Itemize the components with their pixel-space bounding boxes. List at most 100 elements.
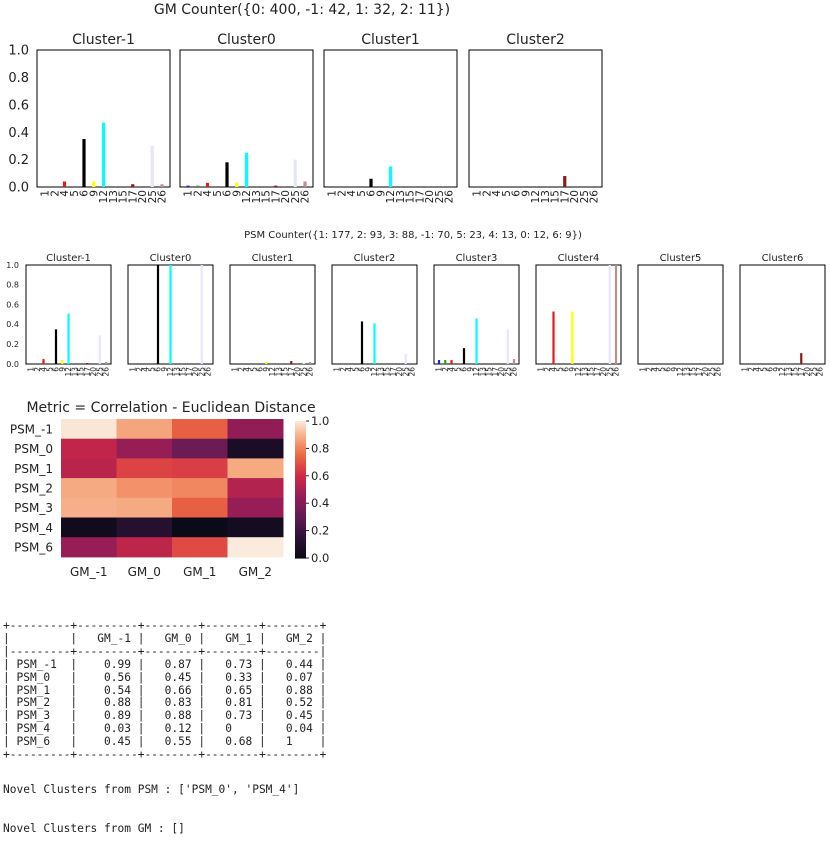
psm-y-tick-label: 1.0: [6, 261, 19, 270]
gm-x-tick-label: 5: [69, 190, 81, 197]
psm-suptitle: PSM Counter({1: 177, 2: 93, 3: 88, -1: 7…: [244, 230, 582, 241]
psm-x-tick-label: 15: [791, 367, 800, 377]
heatmap-cell: [61, 438, 117, 459]
gm-x-tick-label: 9: [520, 190, 532, 197]
gm-x-tick-label: 4: [202, 190, 214, 197]
colorbar-segment: [295, 468, 306, 472]
colorbar-segment: [295, 436, 306, 440]
psm-x-tick-label: 6: [766, 367, 775, 372]
gm-x-tick-label: 6: [79, 190, 91, 197]
psm-bar: [552, 311, 555, 364]
gm-x-tick-label: 5: [356, 190, 368, 197]
colorbar-segment: [295, 455, 306, 459]
gm-x-tick-label: 12: [385, 190, 397, 203]
psm-x-tick-label: 9: [772, 367, 781, 372]
psm-x-tick-label: 5: [759, 367, 768, 372]
psm-x-tick-label: 4: [651, 367, 660, 372]
colorbar-segment: [295, 494, 306, 497]
psm-bar: [61, 360, 64, 364]
psm-panel-title: Cluster2: [354, 253, 396, 264]
psm-panel-7-frame: [739, 264, 826, 365]
psm-x-tick-label: 17: [389, 367, 398, 377]
gm-x-tick-label: 17: [414, 190, 426, 203]
psm-x-tick-label: 25: [95, 367, 104, 377]
colorbar-segment: [295, 482, 306, 486]
psm-x-tick-label: 1: [27, 367, 36, 372]
psm-x-tick-label: 2: [441, 367, 450, 372]
heatmap-cell: [61, 497, 117, 518]
psm-x-tick-label: 5: [453, 367, 462, 372]
psm-x-tick-label: 25: [401, 367, 410, 377]
psm-x-tick-label: 5: [147, 367, 156, 372]
psm-bar: [462, 348, 466, 364]
psm-bar: [104, 362, 108, 364]
psm-x-tick-label: 13: [682, 367, 691, 377]
psm-x-tick-label: 9: [568, 367, 577, 372]
colorbar-segment: [295, 427, 306, 431]
psm-bar: [67, 313, 70, 364]
heatmap-row-label: PSM_6: [14, 541, 53, 555]
psm-x-tick-label: 4: [549, 367, 558, 372]
heatmap-cell: [172, 497, 228, 518]
psm-x-tick-label: 15: [689, 367, 698, 377]
heatmap-cell: [61, 478, 117, 499]
heatmap-cell: [172, 537, 228, 558]
psm-x-tick-label: 13: [376, 367, 385, 377]
gm-x-tick-label: 26: [589, 190, 601, 204]
psm-x-tick-label: 2: [33, 367, 42, 372]
heatmap-row-label: PSM_4: [14, 521, 53, 535]
psm-bar: [450, 360, 453, 364]
psm-x-tick-label: 25: [809, 367, 818, 377]
gm-bar: [244, 152, 249, 187]
psm-bar: [98, 335, 101, 364]
colorbar-segment: [295, 532, 306, 536]
psm-bar: [512, 359, 516, 364]
psm-x-tick-label: 6: [562, 367, 571, 372]
psm-x-tick-label: 1: [741, 367, 750, 372]
heatmap-cell: [172, 478, 228, 499]
psm-bar: [614, 265, 618, 364]
psm-x-tick-label: 26: [714, 367, 723, 377]
heatmap-cell: [61, 537, 117, 558]
psm-panel-6-frame: [637, 264, 724, 365]
gm-x-tick-label: 13: [395, 190, 407, 203]
psm-bar: [608, 265, 611, 364]
psm-bar: [308, 362, 312, 364]
gm-panel-2-frame: [323, 49, 458, 188]
psm-bar: [42, 359, 45, 364]
gm-bar: [82, 139, 86, 187]
psm-bar: [302, 363, 305, 364]
psm-x-tick-label: 26: [612, 367, 621, 377]
psm-x-tick-label: 2: [135, 367, 144, 372]
psm-x-tick-label: 9: [262, 367, 271, 372]
gm-x-tick-label: 26: [300, 190, 312, 204]
psm-x-tick-label: 15: [383, 367, 392, 377]
colorbar-segment: [295, 487, 306, 491]
psm-bar: [156, 265, 160, 364]
gm-x-tick-label: 15: [118, 190, 130, 203]
gm-x-tick-label: 26: [444, 190, 456, 204]
colorbar-segment: [295, 526, 306, 529]
gm-y-tick-label: 0.8: [8, 71, 29, 86]
gm-panel-3-frame: [468, 49, 603, 188]
gm-x-tick-label: 17: [127, 190, 139, 203]
gm-x-tick-label: 12: [241, 190, 253, 203]
gm-y-tick-label: 0.0: [8, 181, 29, 196]
psm-x-tick-label: 2: [645, 367, 654, 372]
gm-x-tick-label: 1: [183, 190, 195, 197]
novel-clusters-output: Novel Clusters from PSM : ['PSM_0', 'PSM…: [3, 758, 299, 848]
psm-x-tick-label: 25: [707, 367, 716, 377]
psm-x-tick-label: 1: [435, 367, 444, 372]
psm-x-tick-label: 6: [358, 367, 367, 372]
colorbar-segment: [295, 535, 306, 539]
heatmap-cell: [61, 419, 117, 440]
psm-x-tick-label: 12: [268, 367, 277, 377]
heatmap-row-label: PSM_3: [14, 501, 53, 515]
colorbar-segment: [295, 432, 306, 436]
psm-panel-title: Cluster6: [762, 253, 804, 264]
colorbar-segment: [295, 464, 306, 468]
psm-x-tick-label: 2: [747, 367, 756, 372]
psm-bar: [265, 362, 268, 364]
gm-x-tick-label: 13: [540, 190, 552, 203]
psm-x-tick-label: 4: [447, 367, 456, 372]
